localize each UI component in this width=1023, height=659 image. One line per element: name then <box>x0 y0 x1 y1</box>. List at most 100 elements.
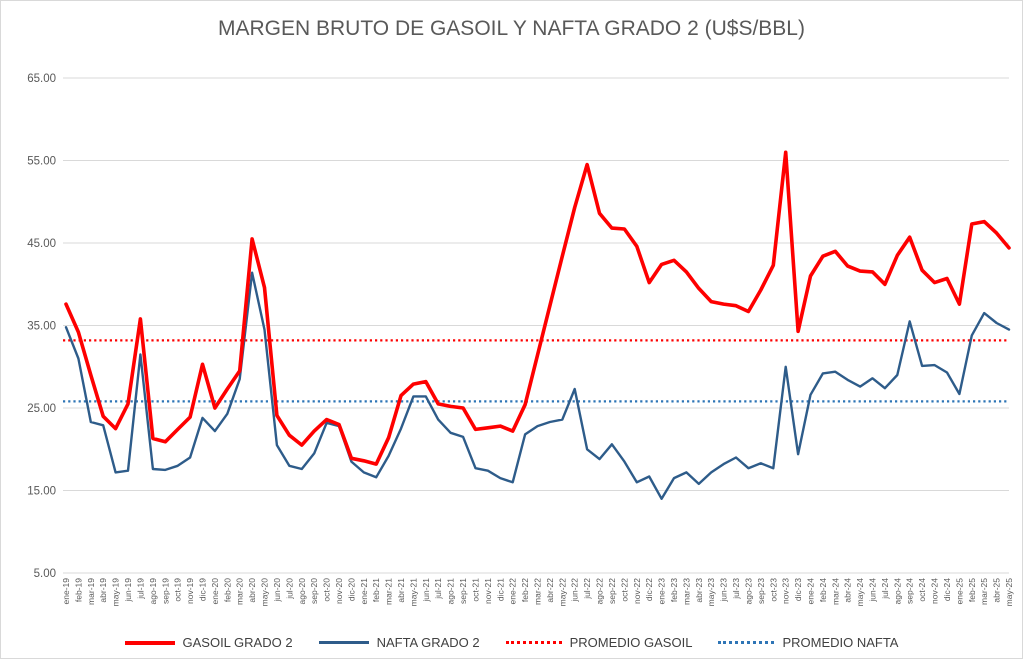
y-axis-tick-label: 15.00 <box>27 486 56 498</box>
x-axis-tick-label: dic-21 <box>495 578 505 601</box>
x-axis-tick-label: may-20 <box>260 578 270 607</box>
x-axis-tick-label: feb-24 <box>818 578 828 602</box>
x-axis-tick-label: feb-22 <box>520 578 530 602</box>
x-axis-tick-label: oct-21 <box>470 578 480 602</box>
legend-label: GASOIL GRADO 2 <box>182 635 293 650</box>
x-axis-tick-label: feb-21 <box>371 578 381 602</box>
gasoil-line-swatch-icon <box>124 640 175 645</box>
x-axis-tick-label: ene-21 <box>359 578 369 605</box>
x-axis-tick-label: sep-22 <box>607 578 617 604</box>
x-axis-tick-label: nov-22 <box>632 578 642 604</box>
x-axis-tick-label: oct-19 <box>173 578 183 602</box>
nafta-series-line[interactable] <box>64 271 1011 500</box>
x-axis-tick-label: jun-19 <box>123 578 133 603</box>
x-axis-tick-label: dic-23 <box>793 578 803 601</box>
x-axis-tick-label: ago-24 <box>892 578 902 605</box>
legend-item-nafta[interactable]: NAFTA GRADO 2 <box>318 635 480 650</box>
x-axis-tick-label: mar-23 <box>681 578 691 605</box>
x-axis-tick-label: sep-24 <box>905 578 915 604</box>
x-axis-tick-label: abr-21 <box>396 578 406 603</box>
y-axis-tick-label: 35.00 <box>27 321 56 333</box>
x-axis-tick-label: mar-20 <box>235 578 245 605</box>
x-axis-tick-label: oct-22 <box>619 578 629 602</box>
x-axis-tick-label: nov-19 <box>185 578 195 604</box>
x-axis-tick-label: feb-25 <box>967 578 977 602</box>
legend-item-gasoil[interactable]: GASOIL GRADO 2 <box>124 635 293 650</box>
legend-label: PROMEDIO NAFTA <box>782 635 899 650</box>
legend-item-promedio-gasoil[interactable]: PROMEDIO GASOIL <box>505 635 693 650</box>
x-axis-tick-label: mar-21 <box>384 578 394 605</box>
legend-label: NAFTA GRADO 2 <box>376 635 480 650</box>
x-axis-tick-label: jun-20 <box>272 578 282 603</box>
x-axis-tick-label: nov-21 <box>483 578 493 604</box>
x-axis-tick-label: sep-23 <box>756 578 766 604</box>
y-axis-tick-label: 55.00 <box>27 156 56 168</box>
x-axis-tick-label: dic-19 <box>197 578 207 601</box>
x-axis-tick-label: nov-23 <box>781 578 791 604</box>
x-axis-tick-label: nov-20 <box>334 578 344 604</box>
promedio-gasoil-swatch-icon <box>505 641 562 644</box>
x-axis-tick-label: ene-22 <box>508 578 518 605</box>
x-axis-tick-label: abr-25 <box>992 578 1002 603</box>
gasoil-series-line[interactable] <box>64 150 1011 466</box>
x-axis-tick-label: feb-19 <box>73 578 83 602</box>
x-axis-tick-label: dic-22 <box>644 578 654 601</box>
x-axis-tick-label: jul-19 <box>135 578 145 600</box>
x-axis-tick-label: abr-19 <box>98 578 108 603</box>
x-axis-tick-label: ene-24 <box>805 578 815 605</box>
x-axis-tick-label: jul-24 <box>880 578 890 600</box>
x-axis-tick-label: may-21 <box>408 578 418 607</box>
x-axis-tick-label: oct-24 <box>917 578 927 602</box>
x-axis-tick-label: abr-22 <box>545 578 555 603</box>
x-axis-tick-label: sep-19 <box>160 578 170 604</box>
legend-label: PROMEDIO GASOIL <box>569 635 693 650</box>
x-axis-tick-label: ago-22 <box>595 578 605 605</box>
x-axis-tick-label: ene-19 <box>61 578 71 605</box>
chart-legend: GASOIL GRADO 2 NAFTA GRADO 2 PROMEDIO GA… <box>1 635 1022 650</box>
x-axis-tick-label: jul-22 <box>582 578 592 600</box>
x-axis-tick-label: oct-20 <box>322 578 332 602</box>
x-axis-tick-label: ago-20 <box>297 578 307 605</box>
x-axis-tick-label: mar-22 <box>533 578 543 605</box>
x-axis-tick-label: may-22 <box>557 578 567 607</box>
x-axis-tick-label: jun-23 <box>719 578 729 603</box>
x-axis-tick-label: jul-21 <box>433 578 443 600</box>
x-axis-tick-label: ago-19 <box>148 578 158 605</box>
y-axis-tick-label: 25.00 <box>27 403 56 415</box>
x-axis-tick-label: feb-20 <box>222 578 232 602</box>
x-axis-tick-label: mar-25 <box>979 578 989 605</box>
x-axis-tick-label: ago-23 <box>743 578 753 605</box>
x-axis-tick-label: nov-24 <box>930 578 940 604</box>
y-axis-tick-label: 5.00 <box>34 568 56 580</box>
x-axis-tick-label: mar-19 <box>86 578 96 605</box>
promedio-nafta-swatch-icon <box>718 641 775 644</box>
x-axis-tick-label: may-25 <box>1004 578 1014 607</box>
x-axis-tick-label: may-23 <box>706 578 716 607</box>
x-axis-tick-label: dic-24 <box>942 578 952 601</box>
x-axis-tick-label: abr-20 <box>247 578 257 603</box>
x-axis-tick-label: ago-21 <box>446 578 456 605</box>
x-axis-tick-label: jun-24 <box>868 578 878 603</box>
x-axis-tick-label: sep-21 <box>458 578 468 604</box>
x-axis-tick-label: jul-23 <box>731 578 741 600</box>
x-axis-tick-label: jul-20 <box>284 578 294 600</box>
x-axis-tick-label: ene-25 <box>954 578 964 605</box>
y-axis-tick-label: 65.00 <box>27 73 56 85</box>
x-axis-tick-label: may-19 <box>111 578 121 607</box>
x-axis-tick-label: abr-23 <box>694 578 704 603</box>
legend-item-promedio-nafta[interactable]: PROMEDIO NAFTA <box>718 635 898 650</box>
chart-title: MARGEN BRUTO DE GASOIL Y NAFTA GRADO 2 (… <box>218 17 805 40</box>
x-axis-tick-label: feb-23 <box>669 578 679 602</box>
x-axis-tick-label: may-24 <box>855 578 865 607</box>
x-axis-tick-label: mar-24 <box>830 578 840 605</box>
x-axis-tick-label: oct-23 <box>768 578 778 602</box>
x-axis-tick-label: sep-20 <box>309 578 319 604</box>
x-axis-tick-label: dic-20 <box>346 578 356 601</box>
y-axis-tick-label: 45.00 <box>27 238 56 250</box>
x-axis-tick-label: ene-23 <box>657 578 667 605</box>
x-axis-tick-label: jun-22 <box>570 578 580 603</box>
x-axis-tick-label: ene-20 <box>210 578 220 605</box>
nafta-line-swatch-icon <box>318 641 369 644</box>
